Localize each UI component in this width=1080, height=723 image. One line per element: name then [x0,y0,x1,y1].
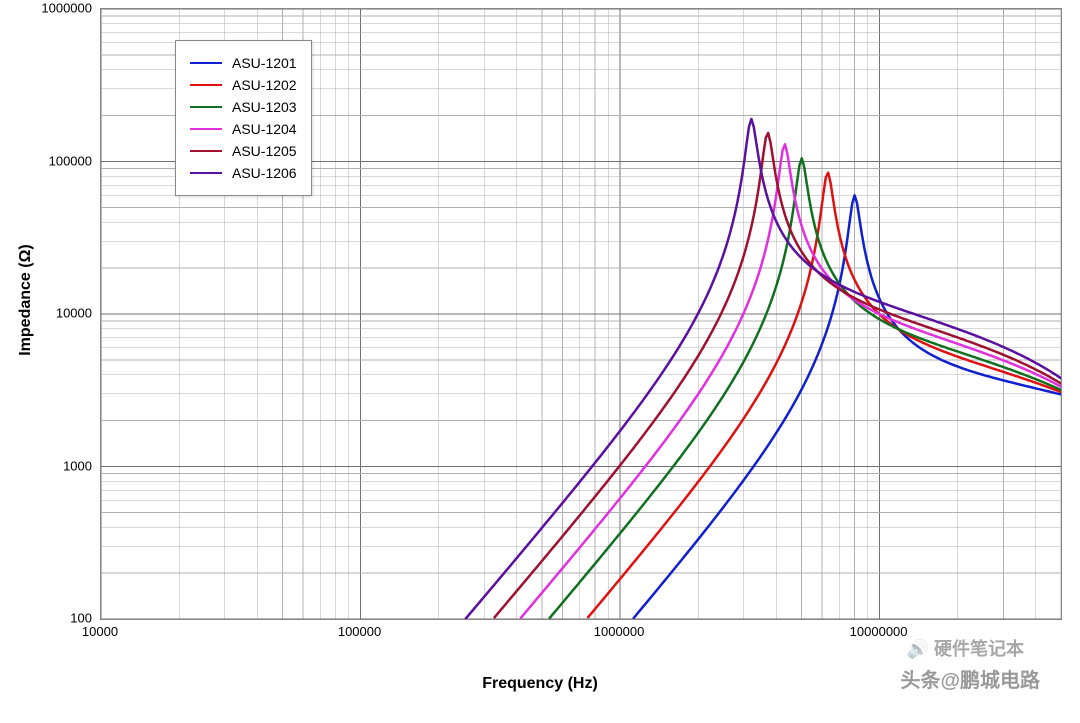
y-axis-label: Impedance (Ω) [17,244,35,356]
legend-swatch [190,84,222,86]
legend-label: ASU-1204 [232,121,297,137]
legend-item: ASU-1206 [190,165,297,181]
watermark-top: 🔊 硬件笔记本 [901,633,1030,663]
x-axis-label: Frequency (Hz) [482,675,598,693]
legend-label: ASU-1202 [232,77,297,93]
legend-swatch [190,62,222,64]
y-tick: 100000 [49,153,92,168]
legend: ASU-1201 ASU-1202 ASU-1203 ASU-1204 ASU-1205… [175,40,312,196]
series-line [550,158,1061,618]
series-line [495,133,1061,617]
legend-swatch [190,172,222,174]
legend-label: ASU-1205 [232,143,297,159]
watermark-bottom: 头条@鹏城电路 [900,664,1040,693]
chart-container: Impedance (Ω) Frequency (Hz) ASU-1201ASU… [0,0,1080,723]
legend-label: ASU-1201 [232,55,297,71]
series-line [634,195,1061,618]
y-tick: 1000000 [41,1,92,16]
legend-label: ASU-1203 [232,99,297,115]
series-line [588,173,1061,617]
legend-item: ASU-1202 [190,77,297,93]
y-tick: 1000 [63,458,92,473]
legend-swatch [190,128,222,130]
x-tick: 1000000 [594,624,645,639]
series-line [521,144,1061,617]
legend-label: ASU-1206 [232,165,297,181]
y-tick: 100 [70,611,92,626]
x-tick: 100000 [338,624,381,639]
legend-swatch [190,106,222,108]
y-tick: 10000 [56,306,92,321]
legend-item: ASU-1205 [190,143,297,159]
x-tick: 10000 [82,624,118,639]
legend-item: ASU-1204 [190,121,297,137]
x-tick: 10000000 [850,624,908,639]
legend-item: ASU-1201 [190,55,297,71]
legend-item: ASU-1203 [190,99,297,115]
legend-swatch [190,150,222,152]
